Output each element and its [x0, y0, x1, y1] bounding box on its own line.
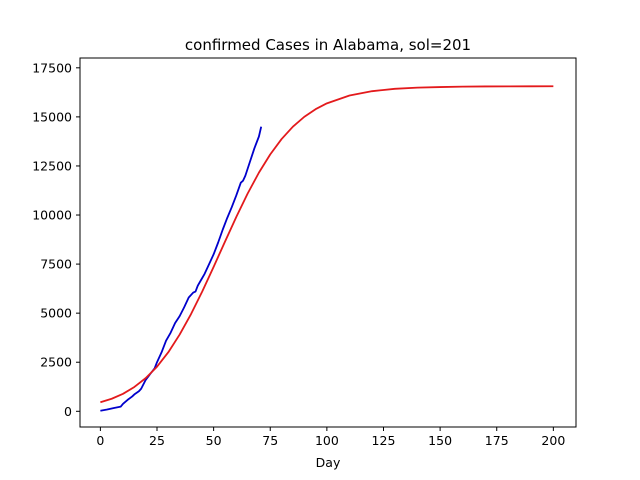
y-tick-label: 0 [64, 404, 72, 419]
x-tick-label: 150 [428, 433, 452, 448]
x-tick-label: 0 [96, 433, 104, 448]
y-tick-label: 2500 [40, 355, 72, 370]
fit-series-line [100, 85, 554, 404]
y-tick-label: 17500 [32, 60, 72, 75]
x-tick-label: 125 [372, 433, 396, 448]
x-axis-title: Day [316, 455, 341, 470]
y-tick-label: 12500 [32, 158, 72, 173]
y-tick-label: 5000 [40, 306, 72, 321]
x-tick-label: 200 [541, 433, 565, 448]
y-tick-label: 15000 [32, 109, 72, 124]
x-tick-label: 75 [262, 433, 278, 448]
plot-area [100, 85, 554, 412]
y-tick-label: 7500 [40, 257, 72, 272]
x-tick-label: 25 [149, 433, 165, 448]
x-tick-label: 100 [315, 433, 339, 448]
observed-series-line [100, 126, 263, 412]
plot-frame [79, 57, 577, 428]
x-tick-label: 50 [206, 433, 222, 448]
axis-ticks: 0 25 50 75 100 125 150 175 200 0 2500 5000 7500 10000… [32, 60, 565, 448]
y-tick-label: 10000 [32, 208, 72, 223]
x-tick-label: 175 [485, 433, 509, 448]
chart-title: confirmed Cases in Alabama, sol=201 [185, 36, 471, 54]
